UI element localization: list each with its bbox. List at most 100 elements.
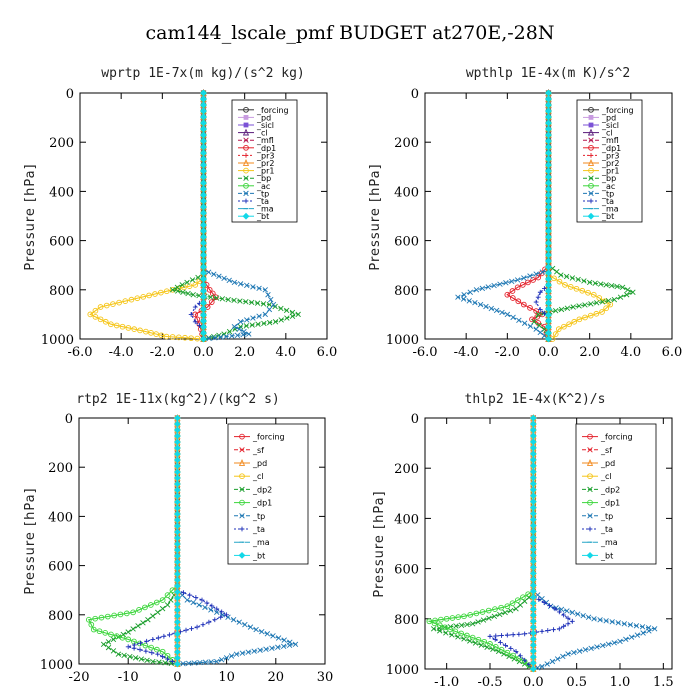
data-point: [147, 602, 154, 608]
data-point: [131, 645, 137, 651]
legend-label: _dp1: [256, 144, 276, 153]
data-point: [87, 311, 94, 318]
data-point: [204, 600, 210, 606]
data-point: [174, 558, 181, 566]
data-point: [174, 432, 181, 440]
data-point: [545, 155, 552, 163]
data-point: [529, 647, 537, 655]
data-point: [563, 273, 570, 280]
series-bt: [545, 89, 552, 343]
data-point: [564, 608, 570, 614]
data-point: [174, 582, 181, 590]
data-point: [519, 282, 526, 288]
y-tick-label: 1000: [386, 663, 419, 678]
y-axis-label: Pressure [hPa]: [372, 490, 387, 597]
x-tick-label: 0.0: [523, 675, 544, 690]
data-point: [487, 633, 493, 639]
data-point: [552, 307, 559, 314]
data-point: [621, 621, 628, 627]
data-point: [179, 282, 185, 288]
data-point: [250, 315, 256, 321]
panel-title: rtp2 1E-11x(kg^2)/(kg^2 s): [76, 392, 280, 407]
data-point: [150, 613, 156, 619]
data-point: [163, 333, 170, 340]
series-line: [126, 418, 228, 665]
data-point: [242, 621, 248, 628]
data-point: [545, 293, 552, 301]
x-tick-label: 1.5: [653, 675, 674, 690]
legend-marker: [243, 182, 249, 189]
data-point: [585, 614, 592, 620]
data-point: [221, 275, 227, 282]
data-point: [634, 632, 641, 638]
data-point: [88, 621, 95, 628]
legend-label: _cl: [256, 129, 268, 138]
data-point: [461, 292, 467, 298]
data-point: [551, 275, 557, 282]
data-point: [443, 615, 450, 622]
legend-marker: [587, 433, 593, 440]
legend-label: _ma: [601, 205, 619, 214]
legend-marker: [587, 212, 595, 220]
legend-label: _bt: [256, 212, 269, 221]
data-point: [200, 329, 207, 337]
x-tick-label: -6.0: [412, 345, 437, 360]
data-point: [162, 660, 168, 666]
data-point: [200, 131, 207, 139]
data-point: [223, 333, 229, 340]
data-point: [174, 570, 181, 578]
y-tick-label: 600: [48, 560, 73, 575]
legend-box: [576, 99, 643, 223]
data-point: [529, 587, 537, 595]
data-point: [545, 281, 552, 289]
data-point: [503, 280, 509, 286]
y-axis-label: Pressure [hPa]: [23, 487, 38, 594]
series-dp1: [504, 90, 552, 342]
data-point: [143, 328, 149, 335]
legend-label: _bt: [252, 551, 265, 560]
data-point: [469, 634, 476, 641]
legend-marker: [243, 153, 249, 158]
y-tick-label: 800: [49, 284, 74, 299]
data-point: [196, 602, 202, 608]
data-point: [533, 271, 539, 277]
data-point: [120, 631, 126, 638]
data-point: [545, 119, 552, 127]
data-point: [224, 612, 229, 618]
data-point: [597, 617, 603, 623]
data-point: [545, 101, 552, 109]
legend-marker: [242, 159, 250, 166]
data-point: [591, 616, 597, 622]
legend-marker: [239, 433, 245, 440]
data-point: [249, 322, 255, 328]
data-point: [200, 197, 207, 205]
data-point: [481, 638, 488, 645]
data-point: [558, 606, 565, 613]
data-point: [498, 646, 505, 653]
legend-marker: [242, 128, 250, 136]
data-point: [529, 438, 537, 446]
data-point: [280, 643, 287, 650]
legend-box: [231, 99, 298, 223]
data-point: [206, 286, 213, 293]
data-point: [545, 95, 552, 103]
data-point: [239, 650, 246, 656]
x-tick-label: -1.0: [434, 675, 459, 690]
data-point: [174, 462, 181, 470]
data-point: [603, 618, 609, 624]
data-point: [504, 649, 511, 656]
series-dp1: [426, 415, 537, 672]
data-point: [191, 660, 197, 666]
data-point: [243, 323, 250, 329]
data-point: [174, 624, 181, 632]
data-point: [96, 628, 103, 635]
data-point: [237, 281, 244, 287]
data-point: [121, 652, 127, 659]
data-point: [155, 651, 161, 657]
data-point: [545, 143, 552, 151]
legend-label: _ta: [256, 197, 269, 206]
data-point: [169, 334, 176, 340]
data-point: [545, 161, 552, 169]
data-point: [213, 295, 220, 301]
data-point: [169, 286, 176, 293]
